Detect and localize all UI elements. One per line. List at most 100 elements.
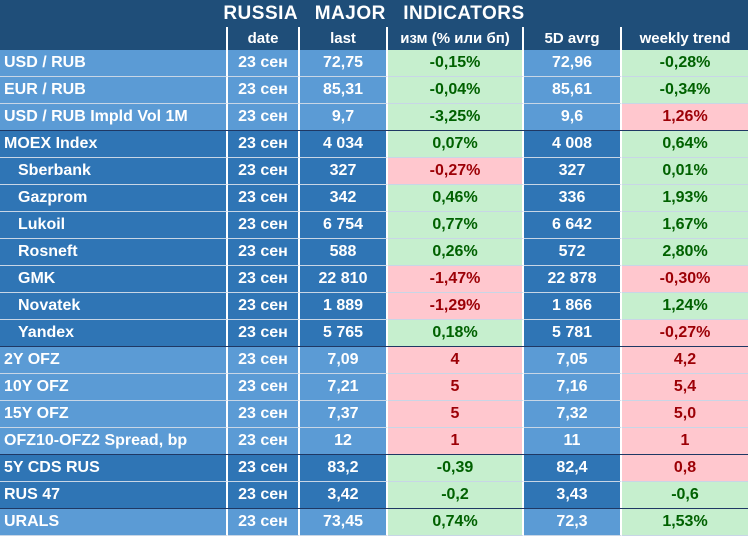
row-5d-average-cell: 1 866: [524, 293, 622, 320]
header-name: [0, 27, 228, 50]
row-weekly-trend-cell: 0,01%: [622, 158, 748, 185]
row-5d-average-cell: 7,16: [524, 374, 622, 401]
row-weekly-trend-cell: -0,34%: [622, 77, 748, 104]
row-last-cell: 1 889: [300, 293, 388, 320]
table-row: EUR / RUB 23 сен 85,31 -0,04% 85,61 -0,34%: [0, 77, 748, 104]
table-row: Gazprom 23 сен 342 0,46% 336 1,93%: [0, 185, 748, 212]
row-date-cell: 23 сен: [228, 320, 300, 347]
row-weekly-trend-cell: -0,27%: [622, 320, 748, 347]
row-date-cell: 23 сен: [228, 401, 300, 428]
row-5d-average-cell: 327: [524, 158, 622, 185]
row-last-cell: 588: [300, 239, 388, 266]
row-weekly-trend-cell: 0,64%: [622, 131, 748, 158]
row-date-cell: 23 сен: [228, 455, 300, 482]
row-name-cell: Yandex: [0, 320, 228, 347]
table-row: MOEX Index 23 сен 4 034 0,07% 4 008 0,64%: [0, 131, 748, 158]
row-weekly-trend-cell: -0,28%: [622, 50, 748, 77]
row-date-cell: 23 сен: [228, 266, 300, 293]
row-last-cell: 4 034: [300, 131, 388, 158]
row-date-cell: 23 сен: [228, 428, 300, 455]
row-5d-average-cell: 3,43: [524, 482, 622, 509]
table-row: RUS 47 23 сен 3,42 -0,2 3,43 -0,6: [0, 482, 748, 509]
row-weekly-trend-cell: 1,67%: [622, 212, 748, 239]
table-row: 2Y OFZ 23 сен 7,09 4 7,05 4,2: [0, 347, 748, 374]
row-weekly-trend-cell: -0,6: [622, 482, 748, 509]
row-date-cell: 23 сен: [228, 131, 300, 158]
row-date-cell: 23 сен: [228, 212, 300, 239]
row-date-cell: 23 сен: [228, 374, 300, 401]
row-change-cell: 0,77%: [388, 212, 524, 239]
row-change-cell: 0,07%: [388, 131, 524, 158]
row-weekly-trend-cell: 2,80%: [622, 239, 748, 266]
table-row: OFZ10-OFZ2 Spread, bp 23 сен 12 1 11 1: [0, 428, 748, 455]
row-change-cell: 0,26%: [388, 239, 524, 266]
table-row: Yandex 23 сен 5 765 0,18% 5 781 -0,27%: [0, 320, 748, 347]
row-name-cell: 10Y OFZ: [0, 374, 228, 401]
row-weekly-trend-cell: 0,8: [622, 455, 748, 482]
row-5d-average-cell: 9,6: [524, 104, 622, 131]
row-last-cell: 7,09: [300, 347, 388, 374]
table-row: 5Y CDS RUS 23 сен 83,2 -0,39 82,4 0,8: [0, 455, 748, 482]
table-row: USD / RUB 23 сен 72,75 -0,15% 72,96 -0,28%: [0, 50, 748, 77]
row-change-cell: 0,18%: [388, 320, 524, 347]
table-title: RUSSIA MAJOR INDICATORS: [0, 0, 748, 27]
row-5d-average-cell: 22 878: [524, 266, 622, 293]
row-change-cell: 1: [388, 428, 524, 455]
row-weekly-trend-cell: 1: [622, 428, 748, 455]
row-date-cell: 23 сен: [228, 104, 300, 131]
row-name-cell: 15Y OFZ: [0, 401, 228, 428]
header-date: date: [228, 27, 300, 50]
header-5d-average: 5D avrg: [524, 27, 622, 50]
row-5d-average-cell: 572: [524, 239, 622, 266]
header-change: изм (% или бп): [388, 27, 524, 50]
row-last-cell: 72,75: [300, 50, 388, 77]
row-5d-average-cell: 82,4: [524, 455, 622, 482]
row-last-cell: 85,31: [300, 77, 388, 104]
row-last-cell: 22 810: [300, 266, 388, 293]
row-change-cell: 5: [388, 401, 524, 428]
table-row: USD / RUB Impld Vol 1M 23 сен 9,7 -3,25% 9,6…: [0, 104, 748, 131]
row-name-cell: MOEX Index: [0, 131, 228, 158]
table-row: 10Y OFZ 23 сен 7,21 5 7,16 5,4: [0, 374, 748, 401]
row-weekly-trend-cell: 1,26%: [622, 104, 748, 131]
row-name-cell: OFZ10-OFZ2 Spread, bp: [0, 428, 228, 455]
row-5d-average-cell: 6 642: [524, 212, 622, 239]
row-last-cell: 9,7: [300, 104, 388, 131]
row-5d-average-cell: 85,61: [524, 77, 622, 104]
row-weekly-trend-cell: -0,30%: [622, 266, 748, 293]
row-change-cell: -0,39: [388, 455, 524, 482]
row-5d-average-cell: 4 008: [524, 131, 622, 158]
row-5d-average-cell: 7,32: [524, 401, 622, 428]
row-last-cell: 342: [300, 185, 388, 212]
row-name-cell: GMK: [0, 266, 228, 293]
row-name-cell: Novatek: [0, 293, 228, 320]
row-date-cell: 23 сен: [228, 347, 300, 374]
table-row: GMK 23 сен 22 810 -1,47% 22 878 -0,30%: [0, 266, 748, 293]
row-name-cell: Lukoil: [0, 212, 228, 239]
row-date-cell: 23 сен: [228, 77, 300, 104]
row-last-cell: 7,21: [300, 374, 388, 401]
row-5d-average-cell: 336: [524, 185, 622, 212]
row-last-cell: 7,37: [300, 401, 388, 428]
row-last-cell: 83,2: [300, 455, 388, 482]
row-weekly-trend-cell: 5,4: [622, 374, 748, 401]
row-name-cell: USD / RUB Impld Vol 1M: [0, 104, 228, 131]
header-last: last: [300, 27, 388, 50]
row-date-cell: 23 сен: [228, 185, 300, 212]
row-change-cell: 4: [388, 347, 524, 374]
row-name-cell: USD / RUB: [0, 50, 228, 77]
row-name-cell: 2Y OFZ: [0, 347, 228, 374]
row-date-cell: 23 сен: [228, 158, 300, 185]
row-change-cell: -1,47%: [388, 266, 524, 293]
row-last-cell: 12: [300, 428, 388, 455]
row-weekly-trend-cell: 1,93%: [622, 185, 748, 212]
table-row: Lukoil 23 сен 6 754 0,77% 6 642 1,67%: [0, 212, 748, 239]
row-5d-average-cell: 11: [524, 428, 622, 455]
header-weekly-trend: weekly trend: [622, 27, 748, 50]
row-last-cell: 5 765: [300, 320, 388, 347]
row-5d-average-cell: 72,96: [524, 50, 622, 77]
row-name-cell: Sberbank: [0, 158, 228, 185]
table-row: Sberbank 23 сен 327 -0,27% 327 0,01%: [0, 158, 748, 185]
row-5d-average-cell: 7,05: [524, 347, 622, 374]
